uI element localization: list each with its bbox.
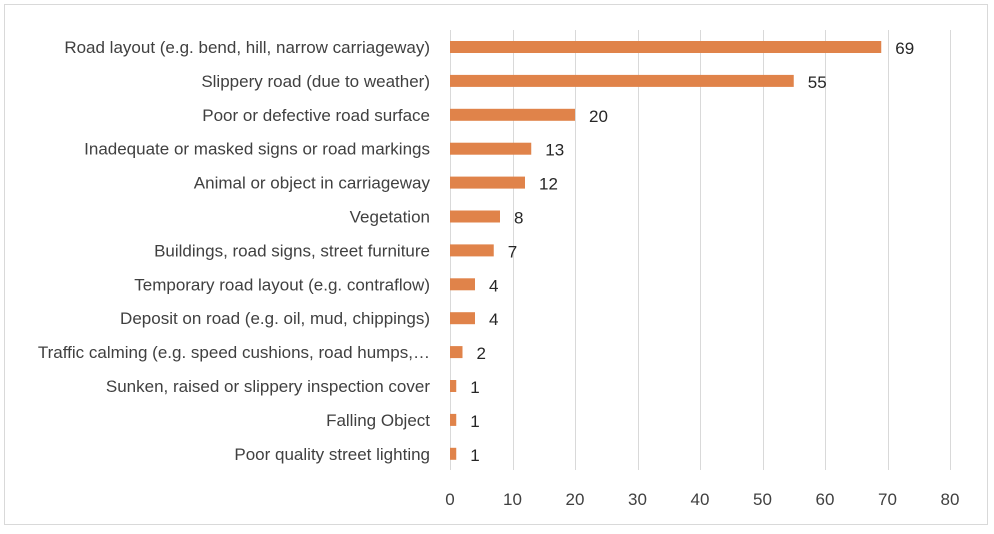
- x-tick-label: 80: [941, 490, 960, 509]
- category-label: Animal or object in carriageway: [194, 174, 431, 193]
- bar: [450, 210, 500, 223]
- category-label: Sunken, raised or slippery inspection co…: [106, 377, 430, 396]
- bar: [450, 413, 457, 426]
- data-label: 55: [808, 73, 827, 92]
- category-label: Falling Object: [326, 411, 430, 430]
- data-label: 4: [489, 310, 498, 329]
- x-tick-label: 20: [566, 490, 585, 509]
- data-label: 13: [545, 141, 564, 160]
- bar: [450, 142, 532, 155]
- category-label: Deposit on road (e.g. oil, mud, chipping…: [120, 309, 430, 328]
- category-label: Temporary road layout (e.g. contraflow): [134, 275, 430, 294]
- bar: [450, 447, 457, 460]
- data-label: 12: [539, 175, 558, 194]
- x-tick-label: 0: [445, 490, 454, 509]
- category-label: Slippery road (due to weather): [201, 72, 430, 91]
- category-label: Poor or defective road surface: [202, 106, 430, 125]
- bar: [450, 41, 882, 53]
- category-label: Buildings, road signs, street furniture: [154, 241, 430, 260]
- category-label: Road layout (e.g. bend, hill, narrow car…: [64, 38, 430, 57]
- x-tick-label: 40: [691, 490, 710, 509]
- category-label: Vegetation: [350, 208, 430, 227]
- bar: [450, 346, 463, 359]
- data-label: 4: [489, 276, 498, 295]
- category-label: Traffic calming (e.g. speed cushions, ro…: [38, 343, 430, 362]
- data-label: 1: [470, 412, 479, 431]
- x-tick-label: 60: [816, 490, 835, 509]
- data-label: 2: [477, 344, 486, 363]
- bar: [450, 312, 475, 325]
- chart-frame: [4, 4, 988, 525]
- bar: [450, 380, 457, 392]
- x-tick-label: 50: [753, 490, 772, 509]
- bar: [450, 74, 794, 87]
- gridlines: [450, 30, 951, 470]
- data-label: 8: [514, 209, 523, 228]
- labels: 0 10 20 30 40 50 60 70 80 Road layout (e.g. bend,…: [38, 38, 960, 509]
- data-label: 20: [589, 107, 608, 126]
- bar: [450, 278, 475, 291]
- category-label: Inadequate or masked signs or road marki…: [84, 140, 430, 159]
- x-tick-label: 70: [878, 490, 897, 509]
- data-label: 1: [470, 446, 479, 465]
- category-label: Poor quality street lighting: [234, 445, 430, 464]
- x-tick-label: 10: [503, 490, 522, 509]
- bar: [450, 108, 575, 121]
- data-label: 7: [508, 242, 517, 261]
- x-tick-label: 30: [628, 490, 647, 509]
- bar: [450, 176, 525, 189]
- bar: [450, 244, 494, 257]
- bars: [450, 41, 882, 460]
- data-label: 1: [470, 378, 479, 397]
- data-label: 69: [895, 39, 914, 58]
